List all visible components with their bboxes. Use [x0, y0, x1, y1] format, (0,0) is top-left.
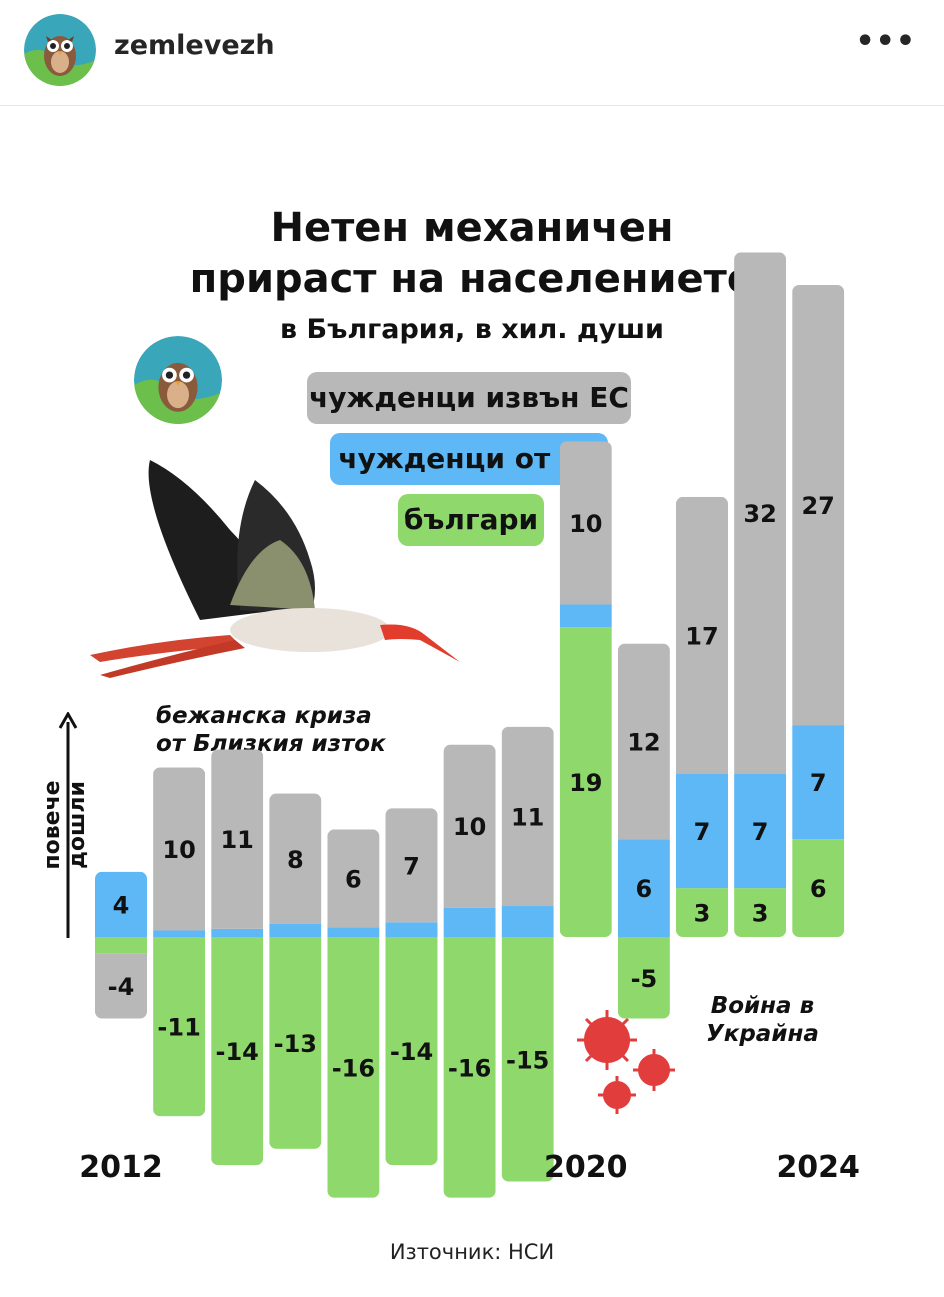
username[interactable]: zemlevezh: [114, 30, 275, 61]
bar-eu-2021: [617, 839, 670, 937]
data-label-bulgarians-2018: -16: [448, 1054, 491, 1082]
legend-bulgarians: българи: [398, 494, 544, 546]
bar-eu-2023: [734, 774, 787, 889]
bar-bulgarians-2024: [792, 839, 845, 937]
bar-eu-2015: [269, 923, 322, 937]
bar-eu-2024: [792, 725, 845, 840]
bar-bulgarians-2016: [327, 937, 380, 1198]
bar-non-eu-2013: [153, 767, 206, 931]
bar-bulgarians-2012: [95, 937, 147, 954]
bar-bulgarians-2022: [676, 888, 728, 937]
data-label-eu-2012: 4: [113, 891, 130, 919]
data-label-bulgarians-2014: -14: [216, 1038, 259, 1066]
data-label-eu-2021: 6: [636, 875, 653, 903]
x-tick-2020: 2020: [544, 1150, 628, 1185]
data-label-bulgarians-2013: -11: [157, 1014, 200, 1042]
owl-logo-icon: [134, 336, 222, 424]
bar-non-eu-2012: [95, 953, 147, 1019]
bar-eu-2020: [559, 604, 612, 628]
data-label-bulgarians-2022: 3: [694, 900, 711, 928]
data-label-non-eu-2023: 32: [743, 500, 776, 528]
x-tick-2012: 2012: [79, 1150, 163, 1185]
more-options-icon[interactable]: •••: [855, 24, 916, 59]
up-arrow-icon: [58, 712, 78, 938]
bar-eu-2012: [95, 871, 147, 937]
bar-non-eu-2016: [327, 829, 380, 928]
data-label-non-eu-2019: 11: [511, 803, 544, 831]
bar-bulgarians-2014: [211, 937, 264, 1166]
source-note: Източник: НСИ: [389, 1240, 555, 1264]
bar-non-eu-2023: [734, 252, 787, 774]
data-label-non-eu-2016: 6: [345, 865, 362, 893]
chart-title: Нетен механичен: [270, 205, 674, 251]
data-label-bulgarians-2019: -15: [506, 1046, 549, 1074]
bar-bulgarians-2019: [501, 937, 554, 1182]
bar-eu-2018: [443, 907, 496, 937]
bar-non-eu-2021: [617, 643, 670, 840]
bar-bulgarians-2015: [269, 937, 322, 1149]
data-label-non-eu-2024: 27: [801, 492, 834, 520]
bar-bulgarians-2023: [734, 888, 787, 937]
post-header: zemlevezh •••: [0, 0, 944, 106]
data-label-eu-2024: 7: [810, 769, 827, 797]
data-label-bulgarians-2024: 6: [810, 875, 827, 903]
data-label-bulgarians-2021: -5: [631, 965, 658, 993]
bar-non-eu-2018: [443, 744, 496, 908]
bar-eu-2019: [501, 906, 554, 937]
data-label-eu-2023: 7: [752, 818, 769, 846]
data-label-non-eu-2020: 10: [569, 510, 602, 538]
bar-non-eu-2020: [559, 441, 612, 605]
data-label-bulgarians-2017: -14: [390, 1038, 433, 1066]
legend-non-eu: чужденци извън ЕС: [307, 372, 631, 424]
chart-subtitle: в България, в хил. души: [280, 314, 664, 345]
bar-eu-2016: [327, 927, 380, 937]
data-label-bulgarians-2015: -13: [274, 1030, 317, 1058]
x-tick-2024: 2024: [776, 1150, 860, 1185]
data-label-non-eu-2022: 17: [685, 622, 718, 650]
data-label-non-eu-2014: 11: [220, 826, 253, 854]
bar-bulgarians-2017: [385, 937, 438, 1166]
data-label-non-eu-2018: 10: [453, 813, 486, 841]
data-label-eu-2022: 7: [694, 818, 711, 846]
bar-non-eu-2022: [676, 496, 728, 774]
bar-non-eu-2024: [792, 285, 845, 726]
chart-title-line2: прираст на населението: [189, 256, 755, 302]
bar-eu-2022: [676, 774, 728, 889]
data-label-non-eu-2013: 10: [162, 836, 195, 864]
bar-eu-2013: [153, 930, 206, 937]
data-label-non-eu-2015: 8: [287, 846, 304, 874]
bar-non-eu-2015: [269, 793, 322, 924]
bar-eu-2014: [211, 928, 264, 937]
data-label-non-eu-2012: -4: [108, 973, 135, 1001]
bar-bulgarians-2013: [153, 937, 206, 1117]
bar-eu-2017: [385, 922, 438, 937]
owl-avatar-icon[interactable]: [24, 14, 96, 86]
virus-icon: [577, 1010, 675, 1114]
bar-non-eu-2017: [385, 808, 438, 923]
data-label-non-eu-2021: 12: [627, 728, 660, 756]
data-label-bulgarians-2023: 3: [752, 900, 769, 928]
data-label-non-eu-2017: 7: [403, 852, 420, 880]
annotation-war-ukraine: Война в Украйна: [706, 993, 819, 1047]
bar-non-eu-2019: [501, 726, 554, 907]
bar-bulgarians-2018: [443, 937, 496, 1198]
data-label-bulgarians-2016: -16: [332, 1054, 375, 1082]
stork-illustration: [90, 460, 460, 678]
bar-non-eu-2014: [211, 749, 264, 929]
bar-bulgarians-2020: [559, 627, 612, 937]
data-label-bulgarians-2020: 19: [569, 769, 602, 797]
bar-bulgarians-2021: [617, 937, 670, 1019]
